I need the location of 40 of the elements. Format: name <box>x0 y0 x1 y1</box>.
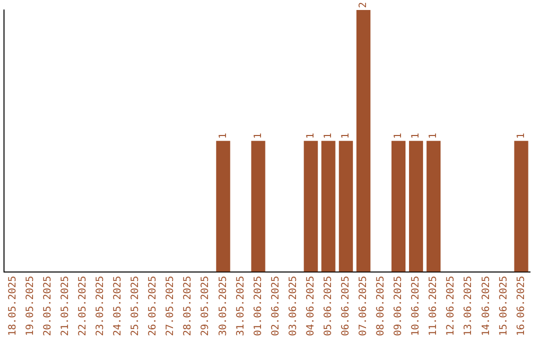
x-tick-label: 29.05.2025 <box>200 276 212 336</box>
x-tick-label: 05.06.2025 <box>322 276 334 336</box>
x-tick-label: 15.06.2025 <box>498 276 510 336</box>
x-tick-label: 21.05.2025 <box>60 276 71 336</box>
x-tick-label: 26.05.2025 <box>148 276 159 336</box>
data-label: 1 <box>428 132 440 139</box>
x-tick-label: 02.06.2025 <box>270 276 282 336</box>
x-tick-label: 30.05.2025 <box>218 276 229 336</box>
x-tick-label: 14.06.2025 <box>480 276 492 336</box>
data-label: 1 <box>516 132 527 139</box>
data-label: 1 <box>322 132 334 139</box>
x-tick-label: 03.06.2025 <box>288 276 299 336</box>
x-tick-label: 31.05.2025 <box>235 276 246 336</box>
x-tick-label: 23.05.2025 <box>95 276 106 336</box>
x-tick-label: 12.06.2025 <box>446 276 457 336</box>
x-tick-label: 13.06.2025 <box>463 276 474 336</box>
x-tick-label: 10.06.2025 <box>410 276 422 336</box>
data-label: 1 <box>252 132 264 139</box>
x-tick-label: 24.05.2025 <box>112 276 124 336</box>
x-tick-label: 19.05.2025 <box>24 276 36 336</box>
x-tick-label: 28.05.2025 <box>182 276 194 336</box>
x-tick-label: 16.06.2025 <box>516 276 527 336</box>
x-tick-label: 18.05.2025 <box>7 276 18 336</box>
x-tick-label: 06.06.2025 <box>340 276 352 336</box>
data-label: 1 <box>340 132 352 139</box>
data-label: 1 <box>410 132 422 139</box>
x-tick-label: 11.06.2025 <box>428 276 440 336</box>
data-label: 2 <box>358 2 370 8</box>
x-tick-label: 27.05.2025 <box>165 276 176 336</box>
x-tick-label: 25.05.2025 <box>130 276 142 336</box>
data-label: 1 <box>393 132 404 139</box>
x-tick-label: 01.06.2025 <box>252 276 264 336</box>
x-tick-label: 09.06.2025 <box>393 276 404 336</box>
x-tick-label: 04.06.2025 <box>305 276 316 336</box>
x-tick-label: 22.05.2025 <box>77 276 88 336</box>
data-label: 1 <box>305 132 316 139</box>
data-label: 1 <box>218 132 229 139</box>
x-tick-label: 07.06.2025 <box>358 276 370 336</box>
x-tick-label: 20.05.2025 <box>42 276 54 336</box>
x-tick-label: 08.06.2025 <box>376 276 387 336</box>
